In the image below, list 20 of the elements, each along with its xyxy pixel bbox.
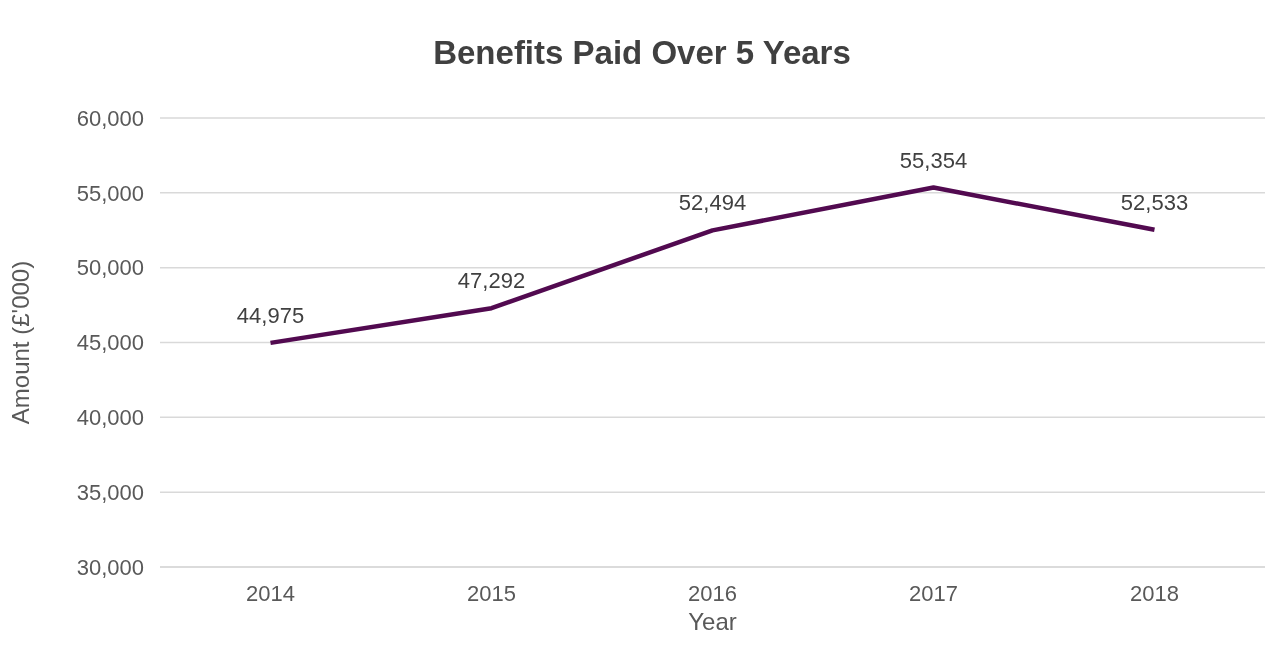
y-tick-label: 30,000 — [76, 554, 144, 580]
x-tick-label: 2016 — [688, 580, 737, 606]
y-tick-label: 60,000 — [76, 105, 144, 131]
x-tick-label: 2015 — [467, 580, 516, 606]
y-tick-label: 35,000 — [76, 479, 144, 505]
y-axis-title: Amount (£'000) — [6, 260, 34, 425]
y-tick-label: 40,000 — [76, 405, 144, 431]
data-label: 44,975 — [236, 302, 305, 328]
chart-title: Benefits Paid Over 5 Years — [432, 34, 852, 72]
x-axis-title: Year — [688, 608, 737, 635]
x-tick-label: 2018 — [1130, 580, 1179, 606]
y-tick-label: 55,000 — [76, 180, 144, 206]
x-tick-label: 2017 — [909, 580, 958, 606]
y-tick-label: 50,000 — [76, 255, 144, 281]
data-label: 52,494 — [678, 190, 747, 216]
data-label: 52,533 — [1120, 189, 1189, 215]
y-tick-label: 45,000 — [76, 330, 144, 356]
x-tick-label: 2014 — [246, 580, 295, 606]
data-label: 55,354 — [899, 147, 968, 173]
data-label: 47,292 — [457, 268, 526, 294]
